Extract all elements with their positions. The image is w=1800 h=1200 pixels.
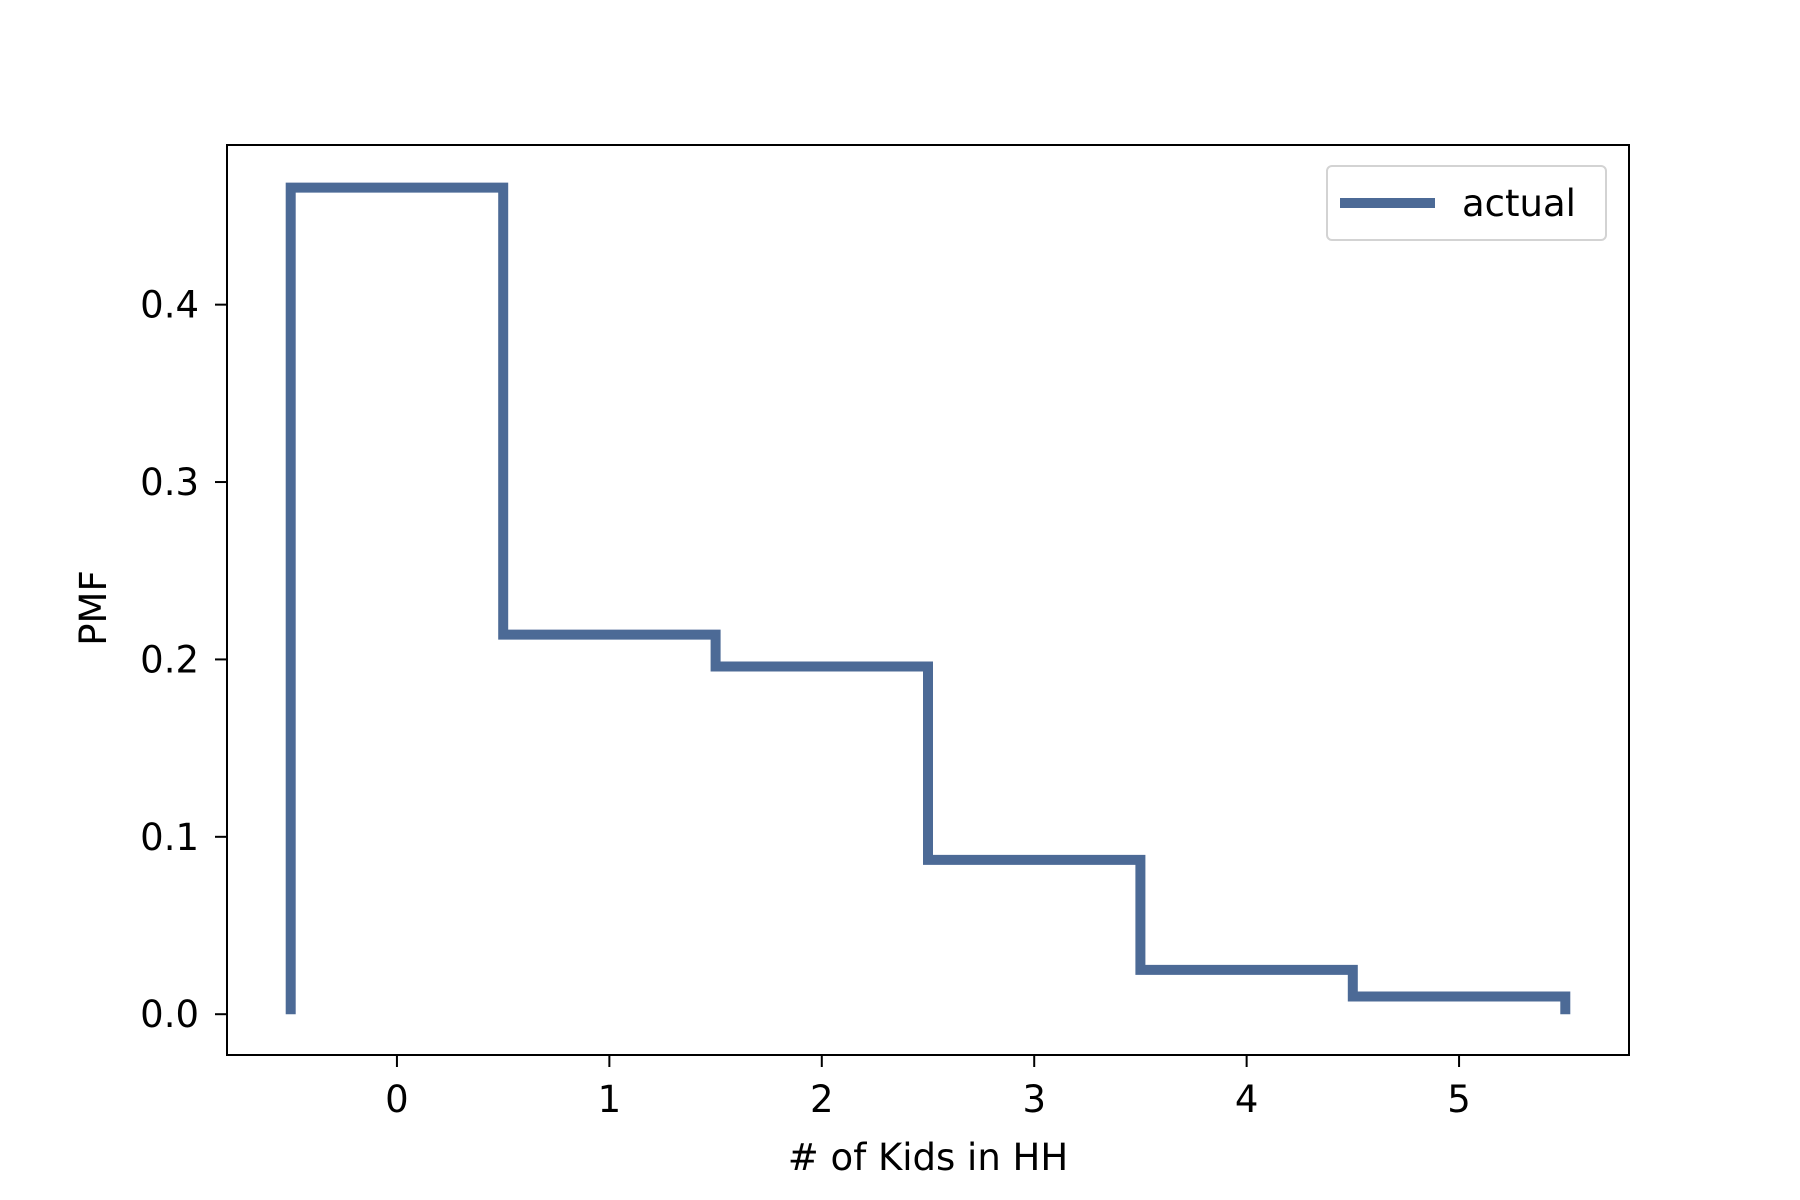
series-line-actual (285, 182, 1571, 1015)
y-tick-label: 0.1 (140, 816, 199, 859)
legend: actual (1326, 165, 1607, 241)
x-tick-label: 2 (810, 1078, 834, 1121)
plot-frame (226, 144, 1630, 1056)
x-axis-label: # of Kids in HH (788, 1136, 1068, 1179)
axes-layer: 0 1 2 3 4 5 0.0 0.1 0.2 0.3 0.4 (140, 144, 1630, 1121)
y-tick-label: 0.2 (140, 638, 199, 681)
y-tick-label: 0.4 (140, 284, 199, 327)
legend-label: actual (1462, 182, 1576, 225)
y-axis-label: PMF (72, 570, 115, 646)
legend-box (1326, 165, 1607, 241)
x-tick-label: 1 (598, 1078, 622, 1121)
y-tick-label: 0.0 (140, 993, 199, 1036)
x-tick-label: 5 (1447, 1078, 1471, 1121)
x-tick-label: 3 (1022, 1078, 1046, 1121)
y-tick-label: 0.3 (140, 461, 199, 504)
x-tick-label: 4 (1235, 1078, 1259, 1121)
plot-layer (285, 182, 1571, 1015)
x-tick-label: 0 (385, 1078, 409, 1121)
